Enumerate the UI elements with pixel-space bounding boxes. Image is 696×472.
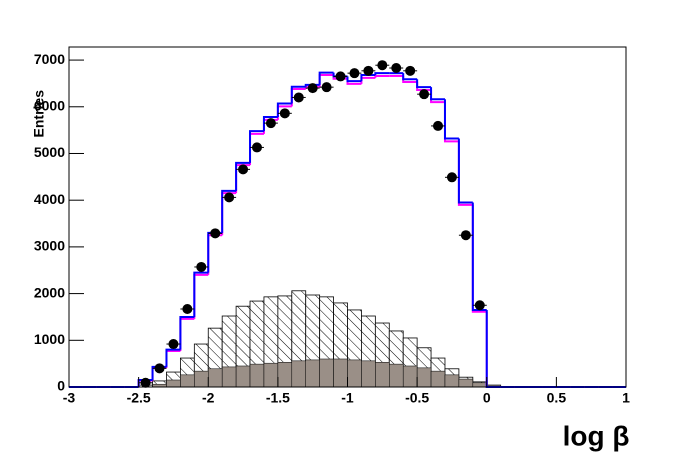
y-tick-label: 6000 — [34, 97, 65, 113]
y-tick-label: 4000 — [34, 191, 65, 207]
data-point — [265, 118, 276, 129]
step-segment — [276, 102, 292, 118]
step-segment — [402, 73, 418, 81]
y-tick-label: 0 — [57, 378, 65, 394]
data-point — [321, 82, 332, 93]
filled-bar — [263, 362, 279, 388]
data-point — [210, 228, 221, 239]
data-point — [391, 63, 402, 74]
step-segment — [416, 79, 432, 89]
step-segment — [374, 72, 390, 76]
step-segment — [471, 202, 487, 311]
data-point — [377, 60, 388, 71]
filled-bar — [319, 358, 334, 388]
data-point — [140, 377, 151, 388]
filled-bar — [430, 370, 446, 388]
data-point — [182, 304, 193, 315]
y-tick-label: 7000 — [34, 51, 65, 67]
step-segment — [179, 315, 195, 350]
step-segment — [262, 116, 278, 132]
x-tick-label: 0.5 — [547, 390, 567, 406]
y-axis-label: Entries — [31, 90, 47, 138]
data-point — [293, 92, 304, 103]
data-point — [238, 164, 249, 175]
filled-bar — [347, 359, 362, 388]
x-tick-label: -0.5 — [405, 390, 429, 406]
filled-bar — [180, 374, 195, 388]
y-tick-label: 2000 — [34, 284, 65, 300]
step-segment — [193, 271, 209, 317]
data-point — [279, 108, 290, 119]
step-segment — [318, 71, 334, 85]
x-tick-label: -2.5 — [127, 390, 151, 406]
filled-bar — [291, 360, 306, 388]
step-segment — [235, 161, 251, 191]
data-point — [251, 142, 262, 153]
filled-bar — [402, 365, 418, 388]
data-point — [460, 230, 471, 241]
filled-bar — [277, 361, 293, 388]
step-segment — [165, 348, 181, 367]
step-segment — [346, 76, 362, 83]
data-point — [474, 300, 485, 311]
x-tick-label: 0 — [483, 390, 491, 406]
data-point — [335, 71, 346, 82]
x-tick-label: -2 — [202, 390, 215, 406]
filled-bar — [249, 363, 265, 388]
filled-bar — [166, 379, 181, 388]
filled-bar — [305, 359, 320, 388]
filled-bar — [221, 366, 237, 388]
data-point — [168, 339, 179, 350]
filled-bar — [458, 378, 474, 388]
filled-bar — [235, 365, 251, 388]
filled-bar — [375, 361, 390, 388]
data-point — [405, 65, 416, 76]
step-segment — [249, 130, 264, 163]
x-tick-label: -3 — [63, 390, 76, 406]
filled-bar — [194, 370, 209, 388]
filled-bar — [416, 367, 432, 388]
x-tick-label: -1 — [341, 390, 354, 406]
y-tick-label: 3000 — [34, 238, 65, 254]
data-point — [154, 363, 165, 374]
filled-bar — [472, 382, 488, 388]
step-segment — [221, 189, 237, 233]
filled-bar — [361, 360, 376, 388]
x-tick-label: -1.5 — [266, 390, 290, 406]
x-axis-label: log β — [563, 420, 630, 451]
data-point — [224, 192, 235, 203]
data-point — [349, 68, 360, 79]
step-segment — [457, 138, 473, 204]
data-point — [433, 120, 444, 131]
filled-bar — [208, 368, 223, 388]
step-segment — [443, 99, 459, 140]
data-point — [446, 172, 457, 183]
data-point — [363, 65, 374, 76]
data-point — [307, 83, 318, 94]
x-tick-label: 1 — [622, 390, 630, 406]
y-tick-label: 5000 — [34, 144, 65, 160]
filled-bar — [389, 363, 404, 388]
data-point — [196, 261, 207, 272]
y-tick-label: 1000 — [34, 331, 65, 347]
filled-bar — [444, 374, 460, 388]
data-point — [419, 89, 430, 100]
step-segment — [430, 87, 445, 101]
filled-bar — [333, 358, 348, 388]
